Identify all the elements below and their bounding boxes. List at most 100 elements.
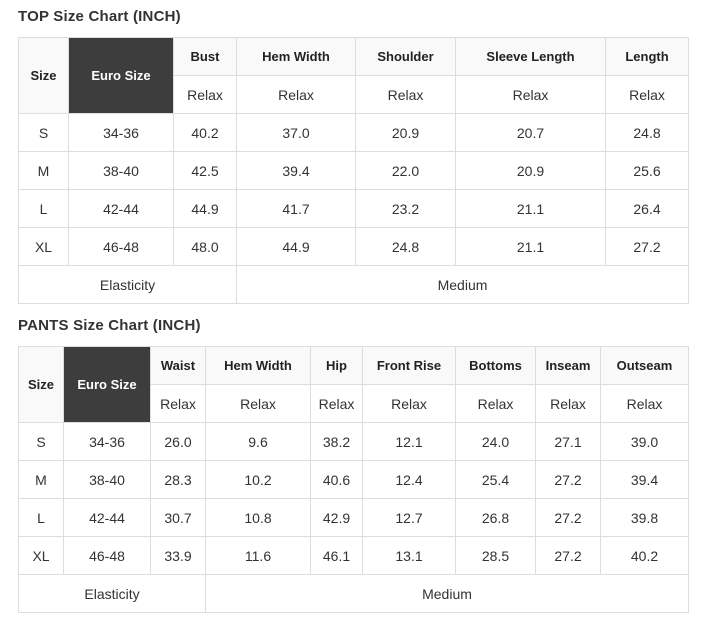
value-cell: 21.1 bbox=[455, 227, 606, 266]
pants-header-inseam: Inseam bbox=[535, 346, 601, 385]
value-cell: 40.2 bbox=[173, 113, 237, 152]
pants-fit-cell-waist: Relax bbox=[150, 384, 206, 423]
table-row: S 34-36 26.0 9.6 38.2 12.1 24.0 27.1 39.… bbox=[18, 422, 689, 461]
euro-size-cell: 34-36 bbox=[63, 422, 151, 461]
pants-header-outseam: Outseam bbox=[600, 346, 689, 385]
value-cell: 39.4 bbox=[600, 460, 689, 499]
value-cell: 44.9 bbox=[236, 227, 356, 266]
pants-header-front-rise: Front Rise bbox=[362, 346, 456, 385]
pants-fit-cell-hem-width: Relax bbox=[205, 384, 311, 423]
pants-header-hem-width: Hem Width bbox=[205, 346, 311, 385]
pants-header-row: Size Euro Size Waist Hem Width Hip Front… bbox=[18, 346, 689, 423]
table-row: L 42-44 44.9 41.7 23.2 21.1 26.4 bbox=[18, 189, 689, 228]
pants-header-bottoms: Bottoms bbox=[455, 346, 536, 385]
table-row: S 34-36 40.2 37.0 20.9 20.7 24.8 bbox=[18, 113, 689, 152]
value-cell: 30.7 bbox=[150, 498, 206, 537]
size-cell: S bbox=[18, 422, 64, 461]
top-fit-row: Relax Relax Relax Relax Relax bbox=[19, 75, 689, 114]
size-cell: M bbox=[18, 460, 64, 499]
table-row: XL 46-48 48.0 44.9 24.8 21.1 27.2 bbox=[18, 227, 689, 266]
table-row: XL 46-48 33.9 11.6 46.1 13.1 28.5 27.2 4… bbox=[18, 536, 689, 575]
top-header-sleeve-length: Sleeve Length bbox=[455, 37, 606, 76]
top-header-hem-width: Hem Width bbox=[236, 37, 356, 76]
top-fit-cell-bust: Relax bbox=[173, 75, 237, 114]
value-cell: 22.0 bbox=[355, 151, 456, 190]
value-cell: 46.1 bbox=[310, 536, 363, 575]
value-cell: 40.6 bbox=[310, 460, 363, 499]
value-cell: 12.7 bbox=[362, 498, 456, 537]
pants-size-table: Size Euro Size Waist Hem Width Hip Front… bbox=[18, 346, 689, 613]
pants-fit-cell-bottoms: Relax bbox=[455, 384, 536, 423]
top-header-shoulder: Shoulder bbox=[355, 37, 456, 76]
value-cell: 26.8 bbox=[455, 498, 536, 537]
size-cell: M bbox=[18, 151, 69, 190]
elasticity-value-cell: Medium bbox=[205, 574, 689, 613]
top-header-length: Length bbox=[605, 37, 689, 76]
value-cell: 12.1 bbox=[362, 422, 456, 461]
top-fit-cell-length: Relax bbox=[605, 75, 689, 114]
table-row: M 38-40 28.3 10.2 40.6 12.4 25.4 27.2 39… bbox=[18, 460, 689, 499]
euro-size-cell: 46-48 bbox=[63, 536, 151, 575]
value-cell: 23.2 bbox=[355, 189, 456, 228]
pants-header-waist: Waist bbox=[150, 346, 206, 385]
value-cell: 24.0 bbox=[455, 422, 536, 461]
value-cell: 10.8 bbox=[205, 498, 311, 537]
pants-fit-cell-hip: Relax bbox=[310, 384, 363, 423]
value-cell: 41.7 bbox=[236, 189, 356, 228]
pants-chart-title: PANTS Size Chart (INCH) bbox=[18, 317, 201, 334]
size-cell: L bbox=[18, 189, 69, 228]
value-cell: 37.0 bbox=[236, 113, 356, 152]
value-cell: 38.2 bbox=[310, 422, 363, 461]
value-cell: 13.1 bbox=[362, 536, 456, 575]
euro-size-cell: 42-44 bbox=[68, 189, 174, 228]
pants-header-size: Size bbox=[18, 346, 64, 423]
pants-header-hip: Hip bbox=[310, 346, 363, 385]
size-cell: XL bbox=[18, 227, 69, 266]
value-cell: 42.5 bbox=[173, 151, 237, 190]
value-cell: 20.7 bbox=[455, 113, 606, 152]
value-cell: 25.4 bbox=[455, 460, 536, 499]
elasticity-label-cell: Elasticity bbox=[18, 574, 206, 613]
value-cell: 39.0 bbox=[600, 422, 689, 461]
value-cell: 24.8 bbox=[355, 227, 456, 266]
value-cell: 42.9 bbox=[310, 498, 363, 537]
euro-size-cell: 38-40 bbox=[63, 460, 151, 499]
value-cell: 28.3 bbox=[150, 460, 206, 499]
value-cell: 27.2 bbox=[535, 536, 601, 575]
value-cell: 21.1 bbox=[455, 189, 606, 228]
top-chart-title: TOP Size Chart (INCH) bbox=[18, 8, 181, 25]
top-size-table: Size Euro Size Bust Hem Width Shoulder S… bbox=[18, 37, 689, 304]
size-cell: S bbox=[18, 113, 69, 152]
top-fit-cell-hem-width: Relax bbox=[236, 75, 356, 114]
top-header-size: Size bbox=[18, 37, 69, 114]
value-cell: 9.6 bbox=[205, 422, 311, 461]
value-cell: 27.2 bbox=[535, 498, 601, 537]
pants-elasticity-row: Elasticity Medium bbox=[18, 574, 689, 613]
pants-fit-row: Relax Relax Relax Relax Relax Relax Rela… bbox=[19, 384, 689, 423]
value-cell: 39.4 bbox=[236, 151, 356, 190]
euro-size-cell: 34-36 bbox=[68, 113, 174, 152]
value-cell: 33.9 bbox=[150, 536, 206, 575]
size-cell: XL bbox=[18, 536, 64, 575]
value-cell: 28.5 bbox=[455, 536, 536, 575]
value-cell: 44.9 bbox=[173, 189, 237, 228]
top-elasticity-row: Elasticity Medium bbox=[18, 265, 689, 304]
value-cell: 25.6 bbox=[605, 151, 689, 190]
value-cell: 27.2 bbox=[535, 460, 601, 499]
top-header-bust: Bust bbox=[173, 37, 237, 76]
euro-size-cell: 38-40 bbox=[68, 151, 174, 190]
table-row: L 42-44 30.7 10.8 42.9 12.7 26.8 27.2 39… bbox=[18, 498, 689, 537]
value-cell: 48.0 bbox=[173, 227, 237, 266]
value-cell: 26.0 bbox=[150, 422, 206, 461]
value-cell: 20.9 bbox=[355, 113, 456, 152]
top-fit-cell-shoulder: Relax bbox=[355, 75, 456, 114]
value-cell: 24.8 bbox=[605, 113, 689, 152]
pants-fit-cell-front-rise: Relax bbox=[362, 384, 456, 423]
pants-fit-cell-outseam: Relax bbox=[600, 384, 689, 423]
pants-fit-cell-inseam: Relax bbox=[535, 384, 601, 423]
value-cell: 27.2 bbox=[605, 227, 689, 266]
table-row: M 38-40 42.5 39.4 22.0 20.9 25.6 bbox=[18, 151, 689, 190]
value-cell: 20.9 bbox=[455, 151, 606, 190]
value-cell: 10.2 bbox=[205, 460, 311, 499]
